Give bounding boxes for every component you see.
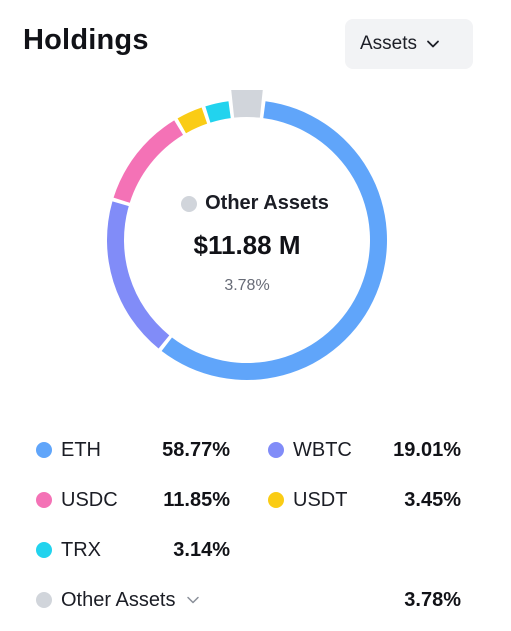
legend-color-dot xyxy=(268,442,284,458)
holdings-donut-chart xyxy=(97,90,397,390)
legend-label: ETH xyxy=(61,438,101,461)
chevron-down-icon xyxy=(427,40,439,48)
legend-percent: 3.14% xyxy=(173,539,230,561)
legend-color-dot xyxy=(268,492,284,508)
legend-label: USDC xyxy=(61,488,118,511)
page-title: Holdings xyxy=(23,24,149,56)
legend-percent: 3.45% xyxy=(404,489,461,511)
legend-color-dot xyxy=(36,492,52,508)
legend-item-trx[interactable]: TRX xyxy=(36,537,101,563)
legend-color-dot xyxy=(36,442,52,458)
legend-label: WBTC xyxy=(293,438,352,461)
other-assets-toggle[interactable]: Other Assets xyxy=(36,587,200,613)
legend-item-wbtc[interactable]: WBTC xyxy=(268,437,352,463)
assets-dropdown-label: Assets xyxy=(360,33,418,54)
legend-percent: 19.01% xyxy=(393,439,461,461)
legend-item-usdc[interactable]: USDC xyxy=(36,487,118,513)
legend-color-dot xyxy=(36,542,52,558)
legend-item-eth[interactable]: ETH xyxy=(36,437,101,463)
donut-segment-trx[interactable] xyxy=(205,101,231,123)
donut-segment-other-assets[interactable] xyxy=(231,90,263,118)
legend-percent: 58.77% xyxy=(162,439,230,461)
donut-segment-usdc[interactable] xyxy=(113,120,184,203)
legend-percent: 11.85% xyxy=(163,489,230,511)
legend-label: TRX xyxy=(61,538,101,561)
donut-segment-usdt[interactable] xyxy=(177,107,208,134)
other-assets-label: Other Assets xyxy=(61,588,176,611)
donut-segment-wbtc[interactable] xyxy=(106,201,170,349)
donut-segment-eth[interactable] xyxy=(161,101,388,381)
other-assets-percent: 3.78% xyxy=(404,589,461,611)
legend-item-usdt[interactable]: USDT xyxy=(268,487,347,513)
chevron-down-icon xyxy=(186,596,199,604)
legend-label: USDT xyxy=(293,488,348,511)
assets-dropdown[interactable]: Assets xyxy=(345,19,473,69)
legend-color-dot xyxy=(36,592,52,608)
